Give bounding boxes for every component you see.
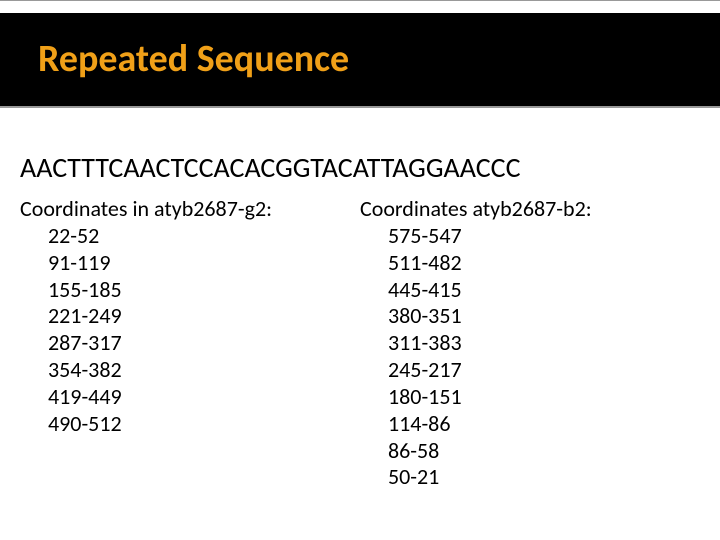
coord-item: 354-382 xyxy=(20,357,360,384)
right-column: Coordinates atyb2687-b2: 575-547 511-482… xyxy=(360,195,700,491)
coord-item: 287-317 xyxy=(20,330,360,357)
sequence-text: AACTTTCAACTCCACACGGTACATTAGGAACCC xyxy=(20,150,700,185)
coord-item: 221-249 xyxy=(20,303,360,330)
coord-item: 245-217 xyxy=(360,357,700,384)
coord-item: 445-415 xyxy=(360,277,700,304)
left-column: Coordinates in atyb2687-g2: 22-52 91-119… xyxy=(20,195,360,491)
title-bar: Repeated Sequence xyxy=(0,0,720,108)
coord-item: 490-512 xyxy=(20,411,360,438)
coord-item: 155-185 xyxy=(20,277,360,304)
right-heading: Coordinates atyb2687-b2: xyxy=(360,195,700,222)
coord-item: 419-449 xyxy=(20,384,360,411)
coord-item: 50-21 xyxy=(360,464,700,491)
coord-item: 511-482 xyxy=(360,250,700,277)
body: AACTTTCAACTCCACACGGTACATTAGGAACCC Coordi… xyxy=(20,150,700,491)
coord-item: 114-86 xyxy=(360,411,700,438)
left-heading: Coordinates in atyb2687-g2: xyxy=(20,195,360,222)
coord-item: 91-119 xyxy=(20,250,360,277)
coord-item: 311-383 xyxy=(360,330,700,357)
coord-item: 180-151 xyxy=(360,384,700,411)
coord-item: 86-58 xyxy=(360,438,700,465)
columns: Coordinates in atyb2687-g2: 22-52 91-119… xyxy=(20,195,700,491)
coord-item: 575-547 xyxy=(360,223,700,250)
coord-item: 22-52 xyxy=(20,223,360,250)
slide: Repeated Sequence AACTTTCAACTCCACACGGTAC… xyxy=(0,0,720,540)
coord-item: 380-351 xyxy=(360,303,700,330)
page-title: Repeated Sequence xyxy=(38,40,349,80)
